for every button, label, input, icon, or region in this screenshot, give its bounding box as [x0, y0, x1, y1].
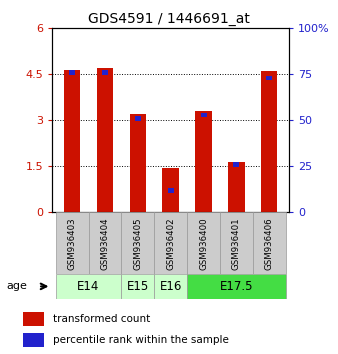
Bar: [195, 111, 212, 212]
Text: E15: E15: [127, 280, 149, 293]
Text: GDS4591 / 1446691_at: GDS4591 / 1446691_at: [88, 12, 250, 27]
Bar: [121, 212, 154, 274]
Bar: [261, 71, 277, 212]
Bar: [200, 113, 207, 117]
Text: GSM936401: GSM936401: [232, 217, 241, 270]
Bar: [234, 162, 239, 167]
Text: GSM936400: GSM936400: [199, 217, 208, 270]
Bar: [121, 274, 154, 299]
Text: GSM936402: GSM936402: [166, 217, 175, 270]
Text: age: age: [7, 281, 28, 291]
Bar: [163, 168, 179, 212]
Text: E16: E16: [160, 280, 182, 293]
Bar: [89, 212, 121, 274]
Bar: [154, 274, 187, 299]
Bar: [23, 333, 44, 347]
Bar: [168, 188, 174, 193]
Bar: [64, 70, 80, 212]
Bar: [154, 212, 187, 274]
Bar: [220, 212, 253, 274]
Text: E17.5: E17.5: [220, 280, 253, 293]
Bar: [23, 312, 44, 326]
Bar: [228, 162, 245, 212]
Bar: [187, 274, 286, 299]
Text: transformed count: transformed count: [53, 314, 151, 324]
Bar: [129, 114, 146, 212]
Text: GSM936404: GSM936404: [100, 217, 110, 270]
Bar: [266, 76, 272, 80]
Bar: [135, 116, 141, 121]
Text: GSM936403: GSM936403: [68, 217, 77, 270]
Text: percentile rank within the sample: percentile rank within the sample: [53, 335, 229, 345]
Bar: [56, 212, 89, 274]
Bar: [187, 212, 220, 274]
Bar: [102, 70, 108, 75]
Bar: [69, 70, 75, 75]
Text: GSM936406: GSM936406: [265, 217, 274, 270]
Text: GSM936405: GSM936405: [133, 217, 142, 270]
Text: E14: E14: [77, 280, 100, 293]
Bar: [97, 68, 113, 212]
Bar: [253, 212, 286, 274]
Bar: [56, 274, 121, 299]
